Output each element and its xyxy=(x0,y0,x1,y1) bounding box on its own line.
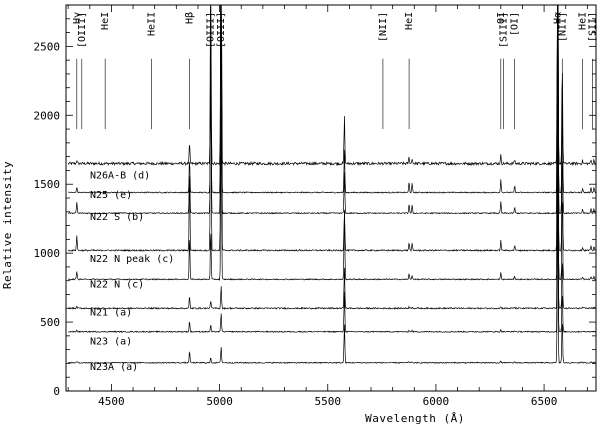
emission-line-label: [OIII] xyxy=(206,12,217,48)
spectrum-label: N25 (e) xyxy=(90,190,132,201)
spectrum-line xyxy=(67,4,597,194)
x-axis-title: Wavelength (Å) xyxy=(365,412,465,425)
emission-line-label: Hγ xyxy=(72,12,83,24)
line-marker-layer: Hγ[OIII] HeI HeII Hβ [OIII] [OIII] [NII] HeI OI[… xyxy=(72,12,599,130)
emission-line-label: HeI xyxy=(578,12,589,30)
spectrum-label: N23 (a) xyxy=(90,337,132,348)
spectrum-label: N21 (a) xyxy=(90,308,132,319)
spectrum-line xyxy=(68,4,597,215)
axes-layer: 4500 5000 5500 6000 6500 0 500 1000 1500 2000 2500 xyxy=(34,4,597,408)
emission-line-label: Hβ xyxy=(185,12,196,24)
spectrum-line xyxy=(68,4,597,282)
spectrum-line xyxy=(68,189,597,365)
spectrum-label: N22 N (c) xyxy=(90,279,144,290)
spectrum-label: N22 S (b) xyxy=(90,212,144,223)
y-tick-label: 500 xyxy=(40,316,60,329)
emission-line-label: HeI xyxy=(100,12,111,30)
emission-line-label: [NII] xyxy=(378,12,389,42)
x-tick-label: 5500 xyxy=(315,395,342,408)
emission-line-label: Hα xyxy=(553,12,564,24)
y-axis-title: Relative intensity xyxy=(1,161,14,289)
y-tick-label: 2000 xyxy=(34,109,61,122)
x-tick-label: 5000 xyxy=(206,395,233,408)
x-tick-label: 6500 xyxy=(531,395,558,408)
spectrum-label: N23A (a) xyxy=(90,362,138,373)
x-tick-label: 6000 xyxy=(423,395,450,408)
emission-line-label: [OIII] xyxy=(77,12,88,48)
y-tick-label: 0 xyxy=(53,385,60,398)
spectrum-line xyxy=(67,4,597,167)
emission-line-label: [SIII] xyxy=(498,12,509,48)
spectra-layer: N26A-B (d) N25 (e) N22 S (b) N22 N peak (c)… xyxy=(67,4,597,373)
emission-line-label: [SII] xyxy=(588,12,599,42)
emission-line-label: HeII xyxy=(147,12,158,36)
y-tick-label: 1000 xyxy=(34,247,61,260)
emission-line-label: OI xyxy=(496,12,507,24)
spectrum-label: N26A-B (d) xyxy=(90,171,150,182)
emission-line-label: [OIII] xyxy=(216,12,227,48)
spectrum-line xyxy=(68,4,597,252)
y-tick-label: 1500 xyxy=(34,178,61,191)
plot-frame xyxy=(65,4,597,392)
emission-line-label: HeI xyxy=(404,12,415,30)
spectrum-line xyxy=(68,109,597,310)
emission-line-label: [NII] xyxy=(557,12,568,42)
x-tick-label: 4500 xyxy=(98,395,125,408)
y-tick-label: 2500 xyxy=(34,40,61,53)
emission-line-label: [OI] xyxy=(510,12,521,36)
spectrum-label: N22 N peak (c) xyxy=(90,254,174,265)
spectrum-line xyxy=(68,172,597,334)
